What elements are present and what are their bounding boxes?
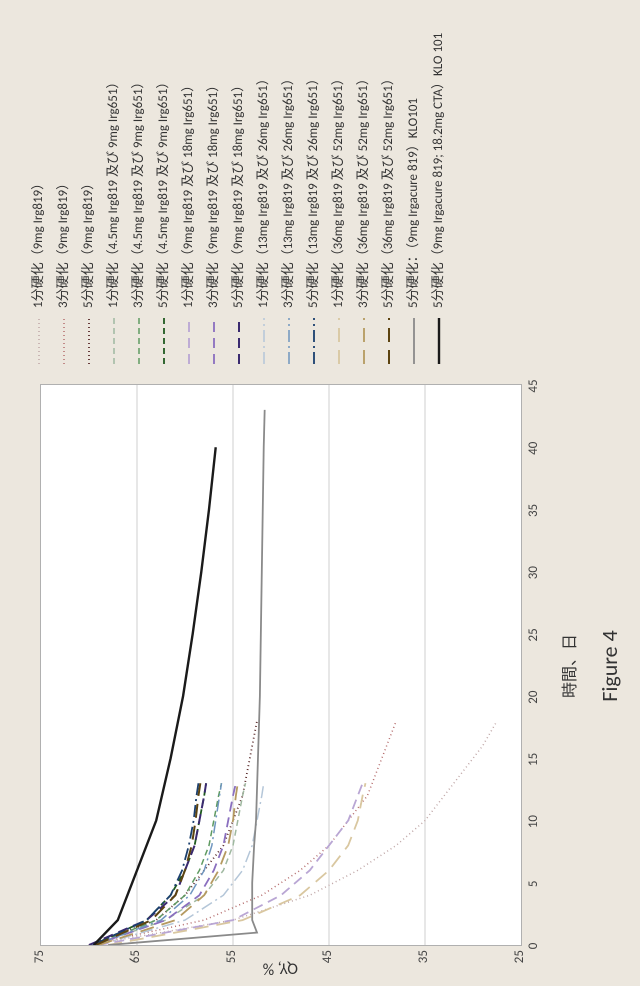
series-line — [93, 783, 199, 945]
x-tick-label: 25 — [526, 625, 541, 645]
legend-item: 5分硬化（9mg Irg819） — [80, 16, 98, 366]
legend-item: 1分硬化（9mg Irg819 及び 18mg Irg651） — [180, 16, 198, 366]
legend-item: 5分硬化（9mg Irgacure 819; 18.2mg CTA）KLO 10… — [430, 16, 448, 366]
y-tick-label: 55 — [224, 950, 239, 972]
legend-label: 3分硬化（9mg Irg819） — [57, 16, 71, 308]
legend-item: 5分硬化（9mg Irg819 及び 18mg Irg651） — [230, 16, 248, 366]
legend-item: 3分硬化（4.5mg Irg819 及び 9mg Irg651） — [130, 16, 148, 366]
chart-plot-area — [40, 384, 522, 946]
x-tick-label: 0 — [526, 936, 541, 956]
x-tick-label: 20 — [526, 687, 541, 707]
y-tick-label: 65 — [128, 950, 143, 972]
legend-label: 5分硬化：（9mg Irgacure 819）KLO101 — [407, 16, 421, 308]
legend-swatch — [155, 316, 173, 366]
y-tick-label: 45 — [320, 950, 335, 972]
legend-swatch — [30, 316, 48, 366]
series-line — [94, 447, 216, 945]
legend-item: 3分硬化（36mg Irg819 及び 52mg Irg651） — [355, 16, 373, 366]
legend-label: 5分硬化（36mg Irg819 及び 52mg Irg651） — [382, 16, 396, 308]
legend-label: 5分硬化（9mg Irg819 及び 18mg Irg651） — [232, 16, 246, 308]
series-line — [89, 721, 396, 945]
x-tick-label: 45 — [526, 376, 541, 396]
legend-label: 3分硬化（9mg Irg819 及び 18mg Irg651） — [207, 16, 221, 308]
legend-swatch — [55, 316, 73, 366]
y-tick-label: 25 — [512, 950, 527, 972]
legend-item: 5分硬化（36mg Irg819 及び 52mg Irg651） — [380, 16, 398, 366]
legend-label: 3分硬化（13mg Irg819 及び 26mg Irg651） — [282, 16, 296, 308]
x-tick-label: 30 — [526, 563, 541, 583]
figure-caption: Figure 4 — [596, 386, 623, 946]
y-tick-label: 75 — [32, 950, 47, 972]
legend-swatch — [380, 316, 398, 366]
series-line — [93, 783, 206, 945]
legend-label: 1分硬化（9mg Irg819） — [32, 16, 46, 308]
legend-label: 5分硬化（9mg Irgacure 819; 18.2mg CTA）KLO 10… — [432, 16, 446, 308]
legend-swatch — [280, 316, 298, 366]
legend-swatch — [405, 316, 423, 366]
legend-swatch — [230, 316, 248, 366]
legend-item: 1分硬化（4.5mg Irg819 及び 9mg Irg651） — [105, 16, 123, 366]
legend-item: 3分硬化（9mg Irg819 及び 18mg Irg651） — [205, 16, 223, 366]
legend-label: 3分硬化（36mg Irg819 及び 52mg Irg651） — [357, 16, 371, 308]
y-tick-label: 35 — [416, 950, 431, 972]
legend-swatch — [105, 316, 123, 366]
legend: 1分硬化（9mg Irg819） 3分硬化（9mg Irg819） 5分硬化（9mg… — [30, 16, 455, 366]
series-line — [89, 721, 257, 945]
legend-item: 1分硬化（13mg Irg819 及び 26mg Irg651） — [255, 16, 273, 366]
x-tick-label: 35 — [526, 500, 541, 520]
legend-swatch — [180, 316, 198, 366]
legend-swatch — [430, 316, 448, 366]
x-tick-label: 15 — [526, 749, 541, 769]
legend-swatch — [255, 316, 273, 366]
chart-svg — [41, 385, 521, 945]
legend-swatch — [355, 316, 373, 366]
legend-item: 1分硬化（36mg Irg819 及び 52mg Irg651） — [330, 16, 348, 366]
x-axis-label: 時間、日 — [556, 386, 580, 946]
x-tick-label: 10 — [526, 812, 541, 832]
legend-label: 1分硬化（9mg Irg819 及び 18mg Irg651） — [182, 16, 196, 308]
legend-item: 5分硬化（13mg Irg819 及び 26mg Irg651） — [305, 16, 323, 366]
legend-swatch — [130, 316, 148, 366]
legend-label: 1分硬化（13mg Irg819 及び 26mg Irg651） — [257, 16, 271, 308]
legend-item: 5分硬化（4.5mg Irg819 及び 9mg Irg651） — [155, 16, 173, 366]
legend-swatch — [80, 316, 98, 366]
legend-label: 1分硬化（36mg Irg819 及び 52mg Irg651） — [332, 16, 346, 308]
legend-label: 3分硬化（4.5mg Irg819 及び 9mg Irg651） — [132, 16, 146, 308]
legend-item: 5分硬化：（9mg Irgacure 819）KLO101 — [405, 16, 423, 366]
legend-item: 1分硬化（9mg Irg819） — [30, 16, 48, 366]
legend-swatch — [305, 316, 323, 366]
y-axis-label: QY, % — [40, 958, 520, 978]
legend-swatch — [205, 316, 223, 366]
legend-item: 3分硬化（13mg Irg819 及び 26mg Irg651） — [280, 16, 298, 366]
series-line — [108, 783, 365, 945]
legend-label: 5分硬化（9mg Irg819） — [82, 16, 96, 308]
legend-label: 5分硬化（4.5mg Irg819 及び 9mg Irg651） — [157, 16, 171, 308]
legend-label: 5分硬化（13mg Irg819 及び 26mg Irg651） — [307, 16, 321, 308]
legend-label: 1分硬化（4.5mg Irg819 及び 9mg Irg651） — [107, 16, 121, 308]
figure-page: QY, % 25 35 45 55 65 75 0 5 10 15 20 25 30 35 40 45 時間… — [0, 0, 640, 986]
x-tick-label: 40 — [526, 438, 541, 458]
legend-swatch — [330, 316, 348, 366]
x-tick-label: 5 — [526, 874, 541, 894]
legend-item: 3分硬化（9mg Irg819） — [55, 16, 73, 366]
